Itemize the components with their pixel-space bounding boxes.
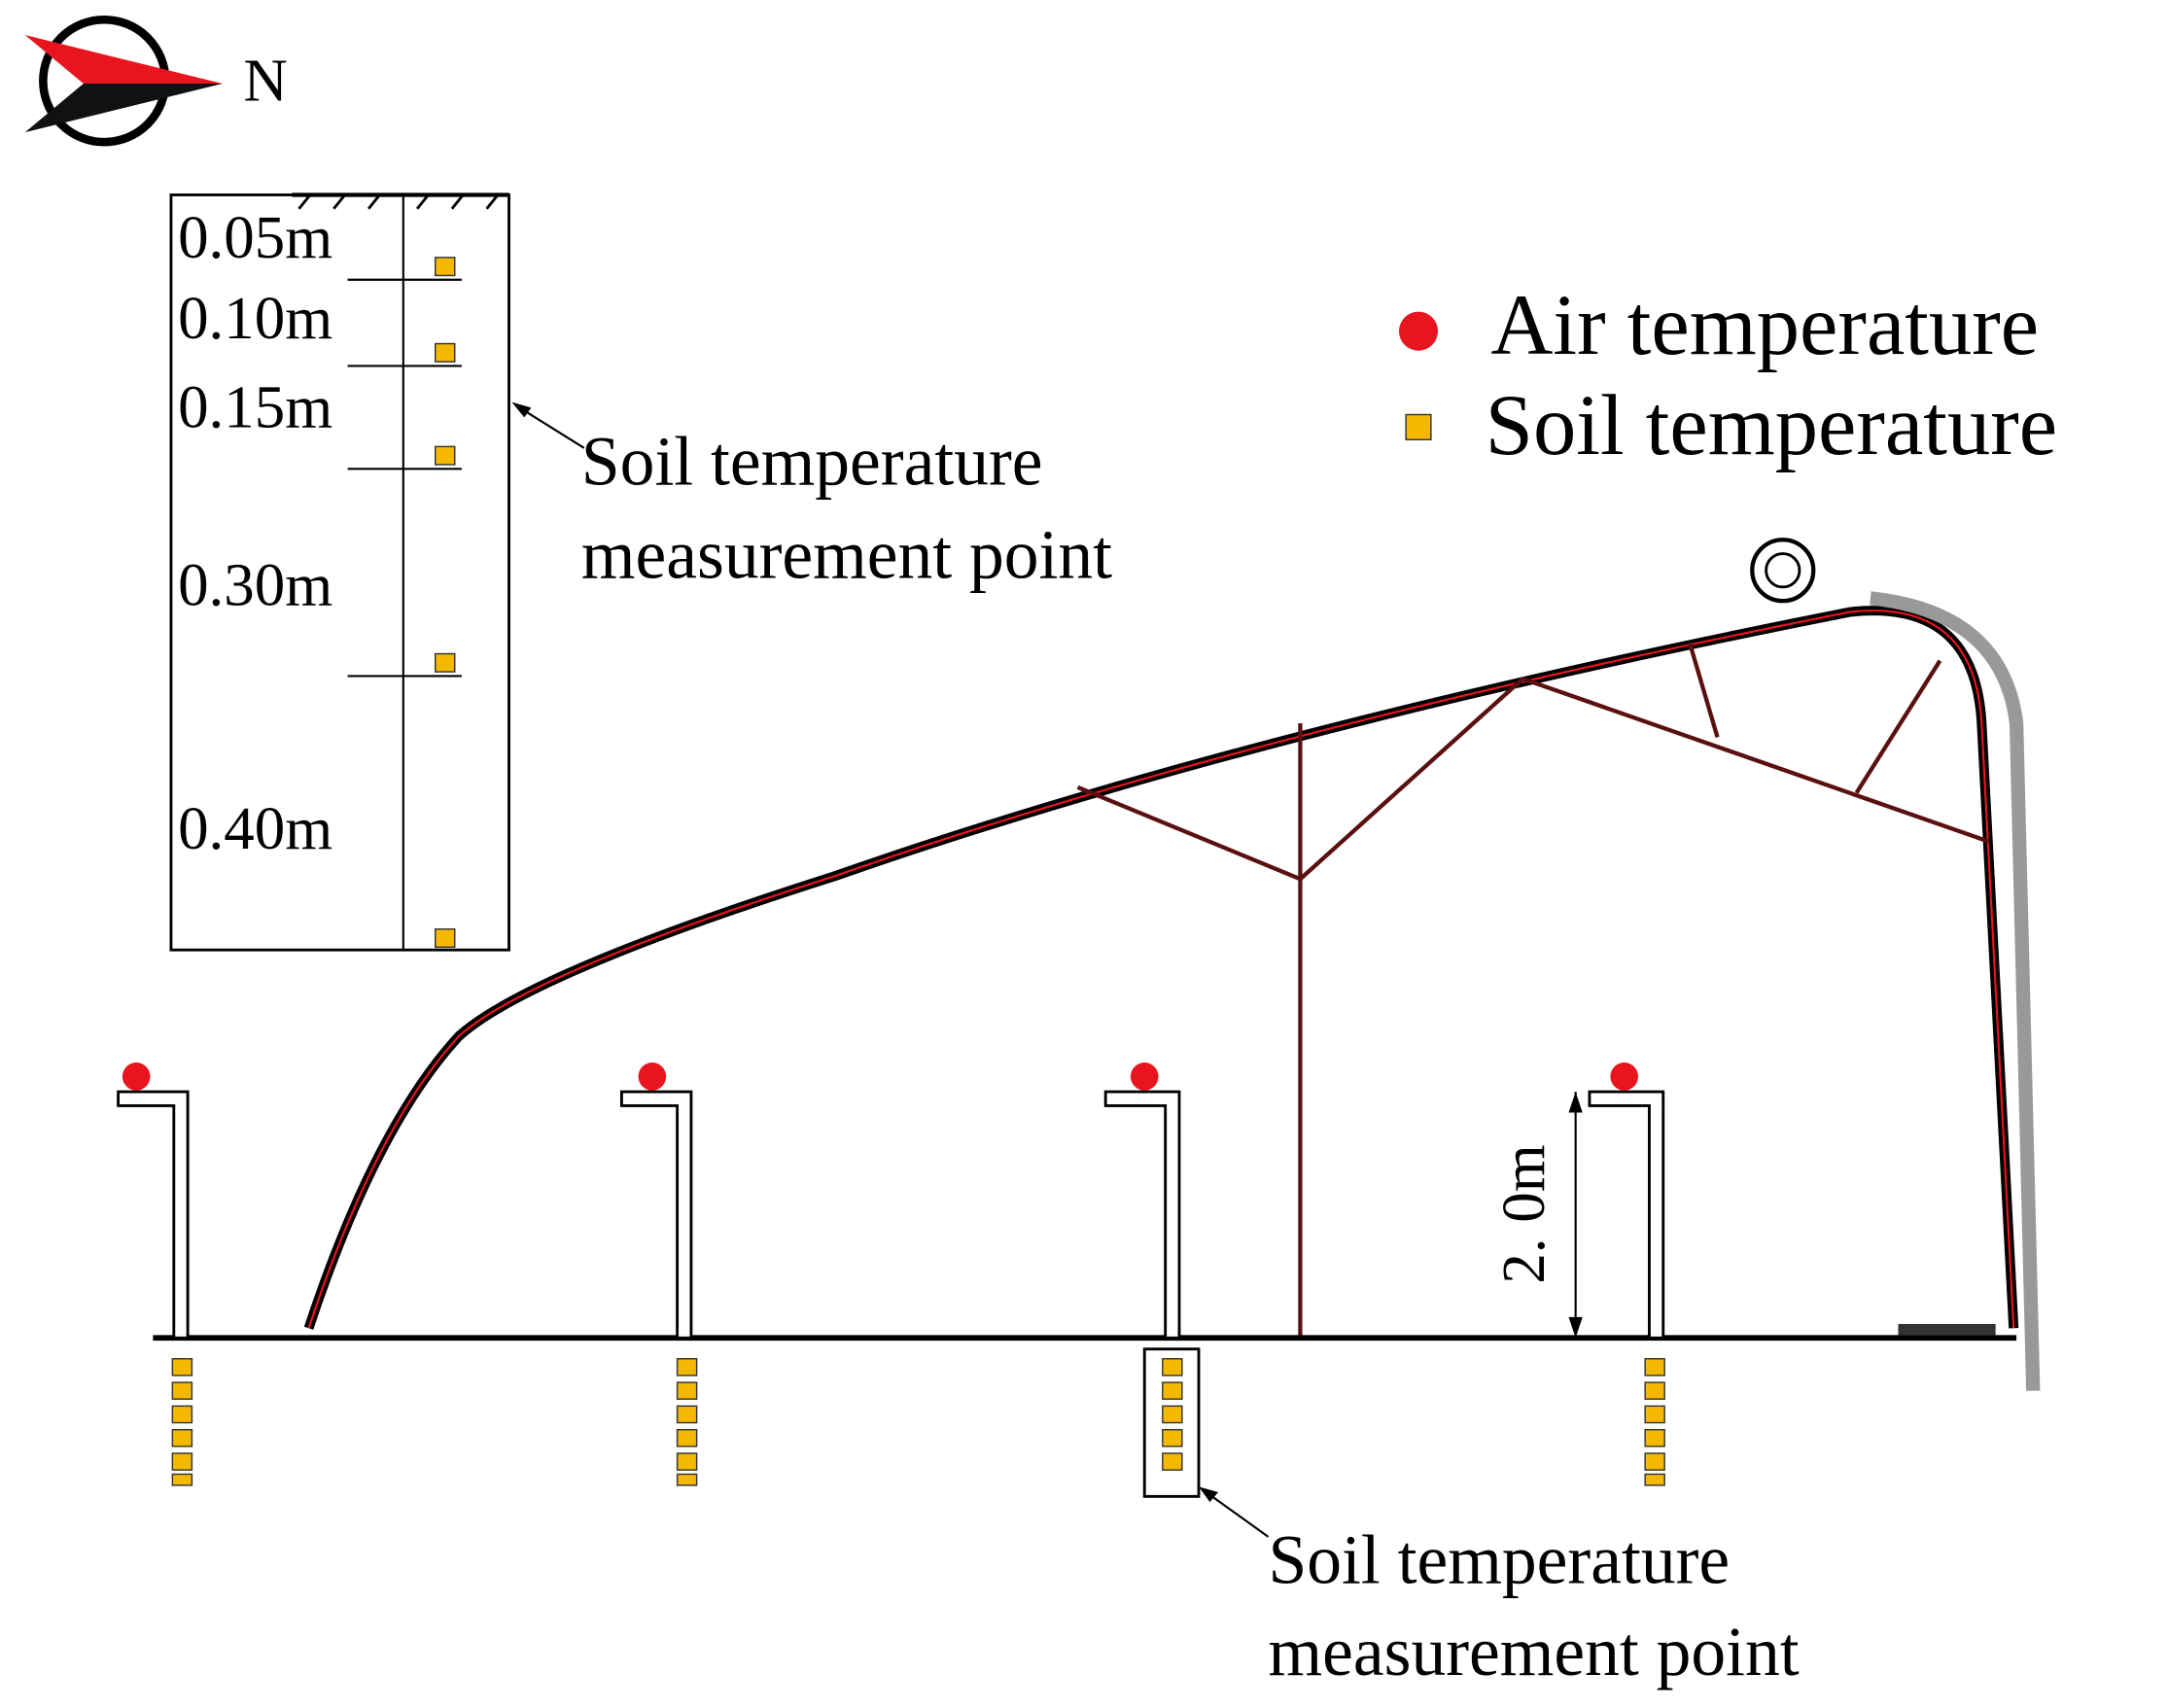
- depth-label: 0.05m: [178, 203, 332, 271]
- callout: Soil temperature measurement point: [1142, 1347, 1800, 1691]
- depth-profile: 0.05m 0.10m 0.15m 0.30m 0.40m: [169, 192, 510, 952]
- compass-label: N: [243, 46, 287, 114]
- callout-text: Soil temperature: [1269, 1522, 1731, 1599]
- air-sensors: [122, 1063, 1639, 1091]
- dimension: 2. 0m: [1489, 1092, 1583, 1339]
- callout-text: measurement point: [581, 517, 1112, 594]
- callout: Soil temperature measurement point: [511, 401, 1112, 594]
- legend-label: Air temperature: [1490, 278, 2039, 373]
- callout-text: Soil temperature: [581, 424, 1043, 501]
- dimension-label: 2. 0m: [1489, 1144, 1557, 1283]
- depth-label: 0.15m: [178, 372, 332, 440]
- stands: [117, 1090, 1665, 1340]
- soil-sensors: [171, 1358, 1665, 1486]
- depth-label: 0.30m: [178, 551, 332, 619]
- greenhouse: [153, 538, 2041, 1391]
- legend: Air temperature Soil temperature: [1398, 278, 2057, 473]
- depth-label: 0.40m: [178, 794, 332, 862]
- compass: N: [24, 15, 288, 147]
- depth-label: 0.10m: [178, 284, 332, 352]
- legend-label: Soil temperature: [1486, 378, 2057, 473]
- callout-text: measurement point: [1269, 1614, 1800, 1691]
